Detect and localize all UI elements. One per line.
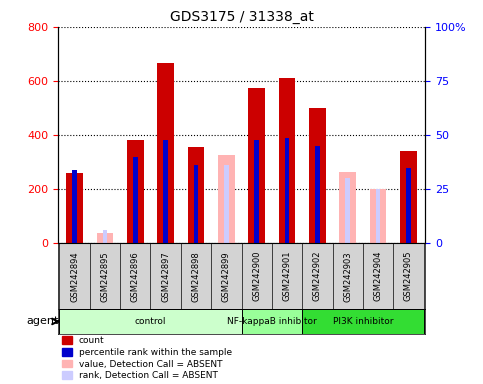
Bar (218, 156, 235, 243)
Legend: count, percentile rank within the sample, value, Detection Call = ABSENT, rank, : count, percentile rank within the sample… (62, 336, 232, 380)
Bar (248, 88, 265, 243)
Text: GSM242905: GSM242905 (404, 251, 413, 301)
Bar (59, 309, 242, 334)
Text: NF-kappaB inhibitor: NF-kappaB inhibitor (227, 317, 317, 326)
Text: GSM242898: GSM242898 (191, 251, 200, 301)
Bar (340, 172, 356, 243)
Text: control: control (135, 317, 166, 326)
Bar (315, 146, 320, 243)
Bar (127, 140, 143, 243)
Bar (376, 189, 380, 243)
Bar (302, 309, 424, 334)
Bar (97, 233, 114, 243)
Text: GSM242896: GSM242896 (131, 251, 140, 301)
Text: GSM242904: GSM242904 (373, 251, 383, 301)
Bar (224, 165, 228, 243)
Bar (285, 138, 289, 243)
Text: GSM242897: GSM242897 (161, 251, 170, 301)
Bar (163, 140, 168, 243)
Text: GSM242902: GSM242902 (313, 251, 322, 301)
Text: GSM242895: GSM242895 (100, 251, 110, 301)
Bar (103, 230, 107, 243)
Bar (406, 168, 411, 243)
Text: GSM242894: GSM242894 (70, 251, 79, 301)
Bar (279, 78, 295, 243)
Text: agent: agent (27, 316, 59, 326)
Bar (188, 147, 204, 243)
Text: GSM242901: GSM242901 (283, 251, 292, 301)
Bar (309, 108, 326, 243)
Title: GDS3175 / 31338_at: GDS3175 / 31338_at (170, 10, 313, 25)
Text: GSM242900: GSM242900 (252, 251, 261, 301)
Bar (157, 63, 174, 243)
Bar (133, 157, 138, 243)
Bar (72, 170, 77, 243)
Bar (255, 140, 259, 243)
Bar (242, 309, 302, 334)
Bar (345, 179, 350, 243)
Text: GSM242903: GSM242903 (343, 251, 352, 301)
Bar (400, 151, 417, 243)
Bar (66, 173, 83, 243)
Text: GSM242899: GSM242899 (222, 251, 231, 301)
Text: PI3K inhibitor: PI3K inhibitor (333, 317, 393, 326)
Bar (369, 189, 386, 243)
Bar (194, 166, 198, 243)
